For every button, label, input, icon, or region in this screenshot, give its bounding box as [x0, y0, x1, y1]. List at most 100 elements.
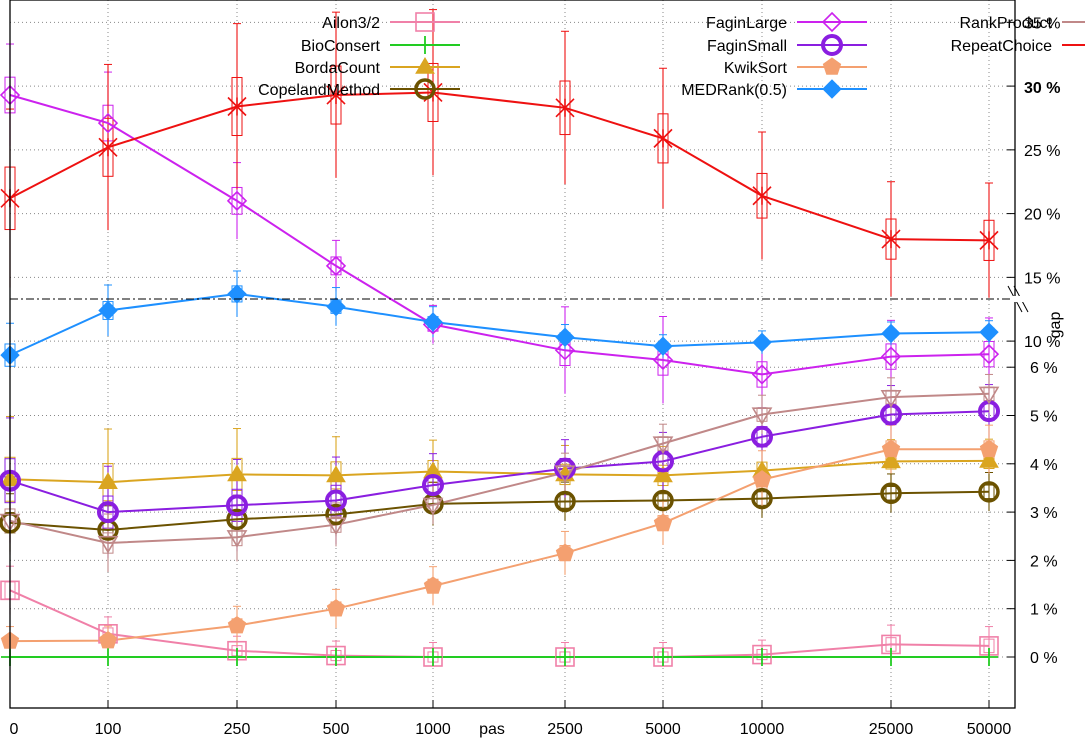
- y-tick-label: 15 %: [1024, 270, 1060, 287]
- x-tick-label: 500: [323, 721, 350, 738]
- y-tick-label: 0 %: [1030, 650, 1058, 667]
- legend-label: RepeatChoice: [951, 38, 1053, 55]
- y-tick-label: 4 %: [1030, 457, 1058, 474]
- legend-item-repeatchoice: RepeatChoice: [951, 38, 1085, 55]
- legend-item-rankproduct: RankProduct: [960, 15, 1085, 32]
- copelandmethod-point: [325, 503, 347, 526]
- copelandmethod-point: [652, 489, 674, 512]
- kwiksort-point: [979, 439, 999, 458]
- rankproduct-line: [9, 392, 990, 545]
- faginsmall-point: [422, 474, 444, 497]
- legend-marker: [415, 12, 435, 32]
- y-tick-label: 3 %: [1030, 505, 1058, 522]
- legend: Ailon3/2 BioConsert BordaCount CopelandMeth…: [258, 11, 1085, 100]
- repeatchoice-error-box: [657, 113, 669, 164]
- rankproduct-point: [325, 517, 347, 536]
- faginsmall-point: [554, 457, 576, 480]
- legend-label: RankProduct: [960, 15, 1053, 32]
- y-tick-label: 20 %: [1024, 207, 1060, 224]
- legend-label: FaginSmall: [707, 38, 787, 55]
- medrank-0-5-line: [9, 292, 990, 357]
- kwiksort-line: [9, 448, 989, 643]
- legend-label: MEDRank(0.5): [681, 82, 787, 99]
- bioconsert-point: [327, 648, 345, 666]
- plot-frame: [9, 0, 1016, 709]
- faginsmall-point: [325, 489, 347, 512]
- rankproduct-point: [652, 436, 674, 455]
- faginlarge-point: [751, 364, 773, 385]
- repeatchoice-point: [555, 98, 575, 118]
- repeatchoice-point: [881, 229, 901, 249]
- medrank-0-5-point: [653, 336, 673, 356]
- legend-item-bordacount: BordaCount: [295, 57, 460, 77]
- rankproduct-point: [751, 407, 773, 426]
- faginlarge-point: [652, 349, 674, 371]
- y-tick-label: 10 %: [1024, 334, 1060, 351]
- kwiksort-point: [881, 439, 901, 458]
- x-extra-label: pas: [479, 721, 505, 738]
- faginsmall-point: [226, 494, 248, 517]
- legend-marker: [415, 57, 435, 74]
- medrank-0-5-point: [227, 284, 247, 304]
- kwiksort-point: [752, 470, 772, 488]
- x-tick-label: 100: [95, 721, 122, 738]
- legend-item-faginsmall: FaginSmall: [707, 34, 867, 56]
- x-tick-label: 50000: [967, 721, 1012, 738]
- medrank-0-5-point: [881, 323, 901, 344]
- x-tick-label: 0: [10, 721, 19, 738]
- faginlarge-point: [978, 344, 1000, 365]
- rankproduct-point: [97, 535, 119, 554]
- legend-label: KwikSort: [724, 60, 788, 77]
- faginlarge-point: [325, 255, 347, 277]
- bordacount-point: [653, 465, 673, 483]
- faginsmall-line: [9, 410, 990, 514]
- kwiksort-point: [423, 576, 443, 594]
- copelandmethod-point: [751, 487, 773, 510]
- y-tick-label: 2 %: [1030, 553, 1058, 570]
- bioconsert-point: [99, 648, 117, 666]
- copelandmethod-point: [554, 490, 576, 513]
- faginlarge-point: [880, 346, 902, 367]
- medrank-0-5-point: [752, 332, 772, 353]
- copelandmethod-point: [978, 481, 1000, 503]
- faginsmall-point: [97, 501, 119, 524]
- legend-marker: [416, 36, 434, 54]
- copelandmethod-point: [880, 482, 902, 505]
- repeatchoice-error-box: [102, 117, 114, 177]
- medrank-0-5-point: [98, 300, 118, 321]
- legend-item-ailon3-2: Ailon3/2: [322, 12, 460, 32]
- repeatchoice-point: [752, 186, 772, 206]
- legend-marker: [414, 78, 436, 100]
- faginsmall-point: [751, 425, 773, 448]
- repeatchoice-point: [653, 128, 673, 148]
- bioconsert-point: [980, 648, 998, 666]
- series-markers: [0, 82, 1000, 667]
- axis-break-marker: [1007, 285, 1029, 313]
- bordacount-point: [979, 450, 999, 468]
- legend-label: BordaCount: [295, 60, 381, 77]
- ailon3-2-line: [9, 589, 990, 658]
- y-tick-label: 1 %: [1030, 602, 1058, 619]
- y-tick-label: 35 %: [1024, 15, 1060, 32]
- series-lines: [9, 91, 990, 658]
- bioconsert-point: [424, 648, 442, 666]
- rankproduct-point: [554, 465, 576, 484]
- faginlarge-line: [9, 94, 990, 376]
- repeatchoice-point: [326, 85, 346, 105]
- legend-label: FaginLarge: [706, 15, 787, 32]
- x-tick-label: 250: [224, 721, 251, 738]
- repeatchoice-point: [227, 96, 247, 117]
- kwiksort-point: [555, 543, 575, 561]
- y-tick-label: 25 %: [1024, 143, 1060, 160]
- legend-marker: [821, 34, 843, 56]
- kwiksort-point: [227, 615, 247, 634]
- legend-label: CopelandMethod: [258, 82, 380, 99]
- legend-marker: [822, 57, 842, 75]
- kwiksort-point: [653, 513, 673, 531]
- x-tick-label: 25000: [869, 721, 914, 738]
- rankproduct-point: [226, 530, 248, 548]
- bordacount-point: [326, 465, 346, 483]
- rankproduct-point: [978, 386, 1000, 405]
- bioconsert-point: [228, 648, 246, 666]
- bordacount-point: [881, 451, 901, 469]
